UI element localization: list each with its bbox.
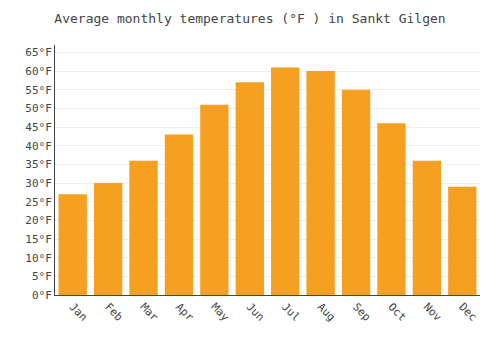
svg-text:0°F: 0°F	[32, 289, 52, 302]
svg-text:Sep: Sep	[350, 301, 373, 324]
svg-text:45°F: 45°F	[25, 121, 52, 134]
svg-text:Average monthly temperatures (: Average monthly temperatures (°F ) in Sa…	[54, 11, 445, 26]
svg-text:65°F: 65°F	[25, 46, 52, 59]
svg-text:50°F: 50°F	[25, 102, 52, 115]
svg-text:Aug: Aug	[315, 301, 338, 324]
svg-text:5°F: 5°F	[32, 270, 52, 283]
svg-text:Oct: Oct	[385, 301, 408, 324]
svg-text:May: May	[208, 301, 232, 325]
svg-text:Mar: Mar	[138, 301, 162, 325]
svg-text:Jun: Jun	[244, 301, 267, 324]
svg-text:55°F: 55°F	[25, 84, 52, 97]
svg-text:Dec: Dec	[456, 301, 479, 324]
svg-text:40°F: 40°F	[25, 140, 52, 153]
svg-text:15°F: 15°F	[25, 233, 52, 246]
svg-text:Jul: Jul	[279, 301, 302, 324]
svg-text:10°F: 10°F	[25, 252, 52, 265]
svg-text:Nov: Nov	[421, 301, 445, 325]
svg-text:25°F: 25°F	[25, 196, 52, 209]
svg-text:35°F: 35°F	[25, 158, 52, 171]
svg-text:Apr: Apr	[173, 301, 197, 325]
svg-text:30°F: 30°F	[25, 177, 52, 190]
svg-text:Jan: Jan	[67, 301, 90, 324]
svg-text:60°F: 60°F	[25, 65, 52, 78]
svg-text:20°F: 20°F	[25, 214, 52, 227]
svg-text:Feb: Feb	[102, 301, 125, 324]
